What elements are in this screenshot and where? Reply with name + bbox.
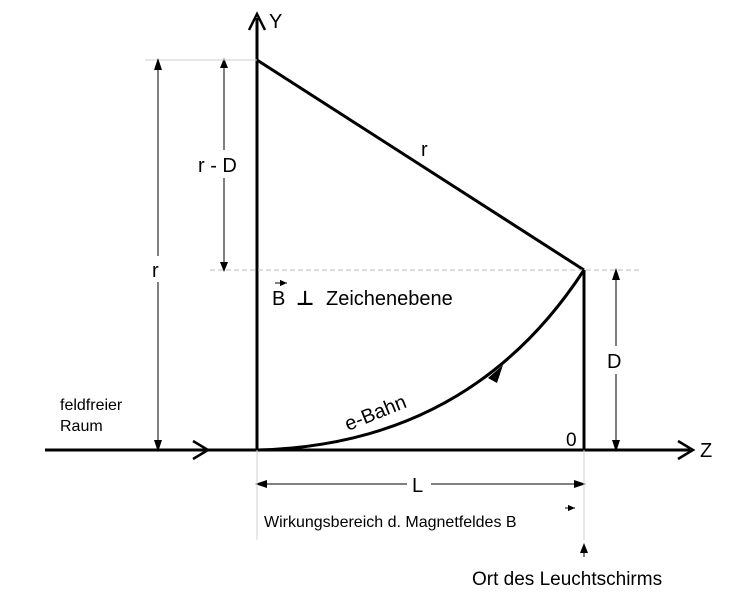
- z-axis-label: Z: [700, 440, 712, 462]
- screen-label: Ort des Leuchtschirms: [472, 569, 662, 590]
- electron-path-label: e-Bahn: [342, 391, 410, 436]
- d-label: D: [607, 351, 621, 373]
- r-minus-d-label: r - D: [198, 155, 237, 177]
- field-free-label-line2: Raum: [60, 418, 103, 435]
- radius-line: [256, 58, 585, 272]
- origin-label: 0: [566, 430, 577, 451]
- field-free-label-line1: feldfreier: [60, 397, 123, 414]
- l-label: L: [412, 475, 423, 497]
- electron-path: [256, 269, 586, 452]
- incoming-beam-arrowhead: [192, 439, 211, 461]
- y-axis-arrowhead: [247, 11, 267, 31]
- perpendicular-symbol: ⊥: [296, 288, 314, 310]
- y-axis-label: Y: [269, 11, 282, 33]
- r-outer-label: r: [152, 260, 159, 282]
- field-symbol: B: [272, 288, 285, 310]
- electron-path-arrowhead: [488, 365, 503, 383]
- radius-label: r: [421, 139, 428, 161]
- field-range-label: Wirkungsbereich d. Magnetfeldes B: [264, 514, 517, 531]
- z-axis-arrowhead: [677, 439, 696, 461]
- field-plane-label: Zeichenebene: [326, 288, 453, 310]
